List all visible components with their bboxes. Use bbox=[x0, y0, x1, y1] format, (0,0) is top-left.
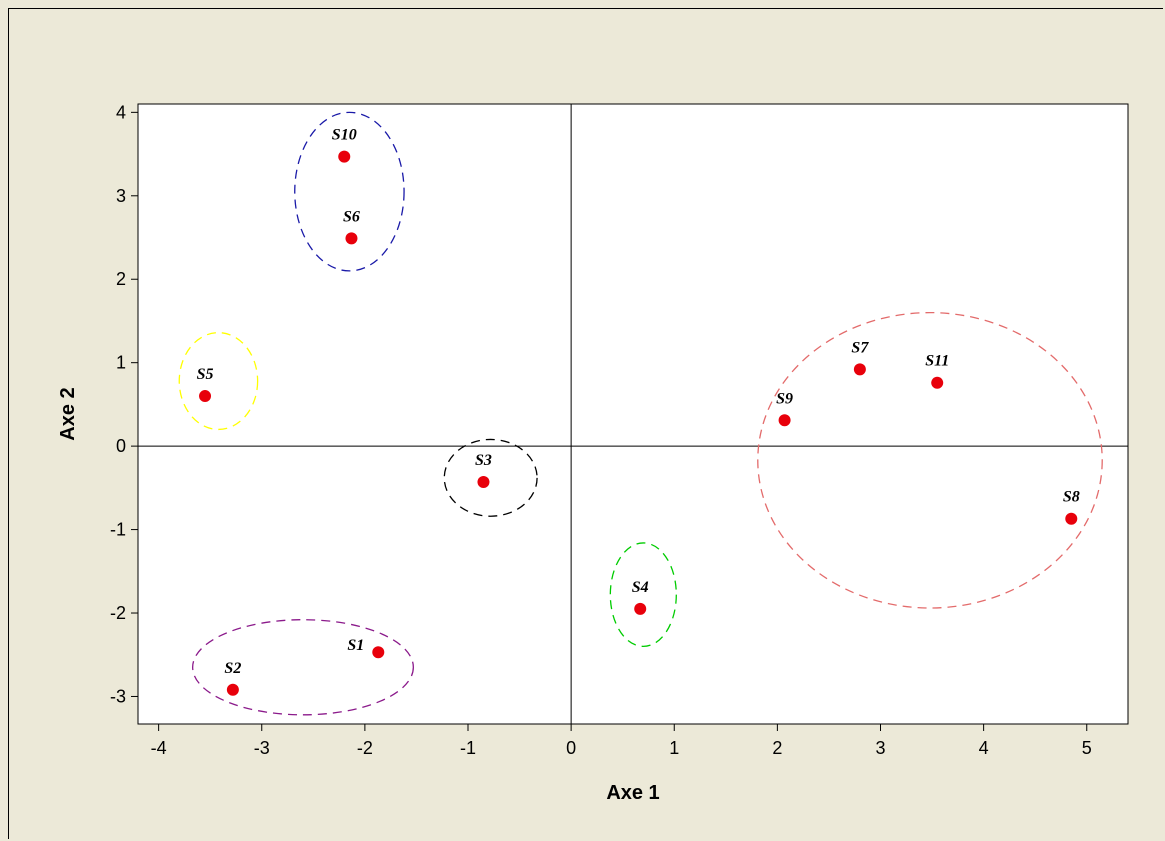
y-tick-label: 2 bbox=[116, 269, 126, 289]
point-label-s10: S10 bbox=[332, 127, 357, 144]
data-point-s10 bbox=[338, 150, 351, 163]
data-point-s3 bbox=[477, 476, 490, 489]
x-axis-title: Axe 1 bbox=[606, 782, 659, 804]
y-tick-label: 3 bbox=[116, 186, 126, 206]
point-label-s2: S2 bbox=[224, 660, 241, 677]
y-tick-label: -3 bbox=[110, 686, 126, 706]
data-point-s1 bbox=[372, 646, 385, 659]
cluster-ellipse-s7-s8-s9-s11 bbox=[757, 311, 1103, 609]
cluster-ellipse-s1-s2 bbox=[192, 619, 414, 716]
data-point-s7 bbox=[853, 363, 866, 376]
cluster-ellipse-s5 bbox=[178, 331, 259, 431]
data-point-s8 bbox=[1065, 512, 1078, 525]
x-tick-label: 1 bbox=[669, 738, 679, 758]
cluster-ellipse-s3 bbox=[443, 438, 538, 517]
point-label-s1: S1 bbox=[347, 637, 364, 654]
x-tick-label: 3 bbox=[875, 738, 885, 758]
data-point-s6 bbox=[345, 232, 358, 245]
point-label-s3: S3 bbox=[475, 452, 492, 469]
y-axis-title: Axe 2 bbox=[57, 387, 79, 440]
x-tick-label: 0 bbox=[566, 738, 576, 758]
x-tick-label: 2 bbox=[772, 738, 782, 758]
point-label-s6: S6 bbox=[343, 208, 360, 225]
x-tick-label: 4 bbox=[979, 738, 989, 758]
point-label-s5: S5 bbox=[197, 366, 214, 383]
y-tick-label: 4 bbox=[116, 102, 126, 122]
data-point-s2 bbox=[226, 683, 239, 696]
cluster-ellipse-s6-s10 bbox=[294, 111, 405, 272]
point-label-s4: S4 bbox=[632, 579, 649, 596]
plot-background bbox=[137, 103, 1129, 725]
point-label-s11: S11 bbox=[925, 353, 949, 370]
y-tick-label: -2 bbox=[110, 603, 126, 623]
cluster-ellipse-s4 bbox=[609, 542, 677, 648]
y-tick-label: -1 bbox=[110, 520, 126, 540]
x-tick-label: 5 bbox=[1082, 738, 1092, 758]
point-label-s8: S8 bbox=[1063, 489, 1080, 506]
y-tick-label: 0 bbox=[116, 436, 126, 456]
x-tick-label: -3 bbox=[254, 738, 270, 758]
y-tick-label: 1 bbox=[116, 353, 126, 373]
point-label-s9: S9 bbox=[776, 390, 793, 407]
data-point-s9 bbox=[778, 414, 791, 427]
data-point-s4 bbox=[634, 602, 647, 615]
x-tick-label: -2 bbox=[357, 738, 373, 758]
x-tick-label: -1 bbox=[460, 738, 476, 758]
x-tick-label: -4 bbox=[151, 738, 167, 758]
point-label-s7: S7 bbox=[851, 339, 869, 356]
data-point-s5 bbox=[199, 390, 212, 403]
data-point-s11 bbox=[931, 376, 944, 389]
